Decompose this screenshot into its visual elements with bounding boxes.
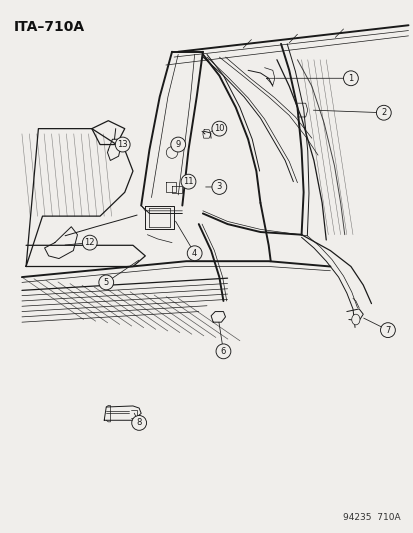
Text: 13: 13 <box>117 140 128 149</box>
Ellipse shape <box>99 275 114 290</box>
Text: 3: 3 <box>216 182 221 191</box>
Ellipse shape <box>180 174 195 189</box>
Text: 9: 9 <box>175 140 180 149</box>
Ellipse shape <box>131 416 146 430</box>
Ellipse shape <box>115 137 130 152</box>
Text: 6: 6 <box>220 347 225 356</box>
Text: 10: 10 <box>214 124 224 133</box>
Text: 7: 7 <box>385 326 390 335</box>
Text: 94235  710A: 94235 710A <box>342 513 399 522</box>
Text: 11: 11 <box>183 177 193 186</box>
Text: 2: 2 <box>380 108 385 117</box>
Text: 5: 5 <box>103 278 109 287</box>
Ellipse shape <box>343 71 358 86</box>
Ellipse shape <box>171 137 185 152</box>
Ellipse shape <box>211 180 226 195</box>
Circle shape <box>351 314 359 325</box>
Text: 12: 12 <box>84 238 95 247</box>
Ellipse shape <box>375 106 390 120</box>
Ellipse shape <box>82 235 97 250</box>
Text: 8: 8 <box>136 418 142 427</box>
Ellipse shape <box>166 147 177 158</box>
Ellipse shape <box>380 322 394 337</box>
Text: ITA–710A: ITA–710A <box>14 20 85 34</box>
Ellipse shape <box>216 344 230 359</box>
Text: 1: 1 <box>347 74 353 83</box>
Ellipse shape <box>211 121 226 136</box>
Text: 4: 4 <box>192 249 197 258</box>
Ellipse shape <box>187 246 202 261</box>
